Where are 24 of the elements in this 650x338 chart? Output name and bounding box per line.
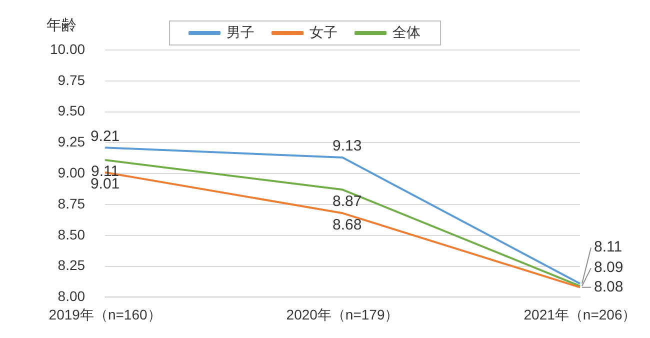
data-label: 9.21 — [90, 128, 120, 145]
y-tick-label: 8.00 — [58, 288, 86, 304]
data-label: 8.87 — [332, 192, 362, 210]
y-tick-label: 8.25 — [58, 257, 86, 274]
data-label: 9.01 — [90, 176, 120, 193]
x-tick-label: 2020年（n=179） — [286, 306, 399, 322]
legend-label: 女子 — [310, 24, 338, 40]
data-label: 8.68 — [332, 216, 362, 234]
x-tick-label: 2019年（n=160） — [48, 306, 162, 322]
y-tick-label: 9.75 — [58, 72, 86, 88]
y-axis-title: 年齢 — [46, 17, 77, 34]
data-label: 8.09 — [594, 259, 624, 276]
y-tick-label: 9.50 — [58, 102, 86, 119]
legend-label: 男子 — [226, 24, 254, 40]
data-label: 9.13 — [332, 138, 362, 155]
data-label: 8.11 — [594, 238, 622, 256]
y-tick-label: 10.00 — [50, 40, 86, 57]
y-tick-label: 8.75 — [58, 195, 86, 212]
legend-label: 全体 — [392, 24, 420, 40]
y-tick-label: 9.00 — [58, 164, 86, 180]
x-tick-label: 2021年（n=206） — [524, 306, 636, 322]
y-tick-label: 8.50 — [58, 226, 86, 242]
data-label: 8.08 — [594, 278, 624, 296]
y-tick-label: 9.25 — [58, 134, 86, 150]
